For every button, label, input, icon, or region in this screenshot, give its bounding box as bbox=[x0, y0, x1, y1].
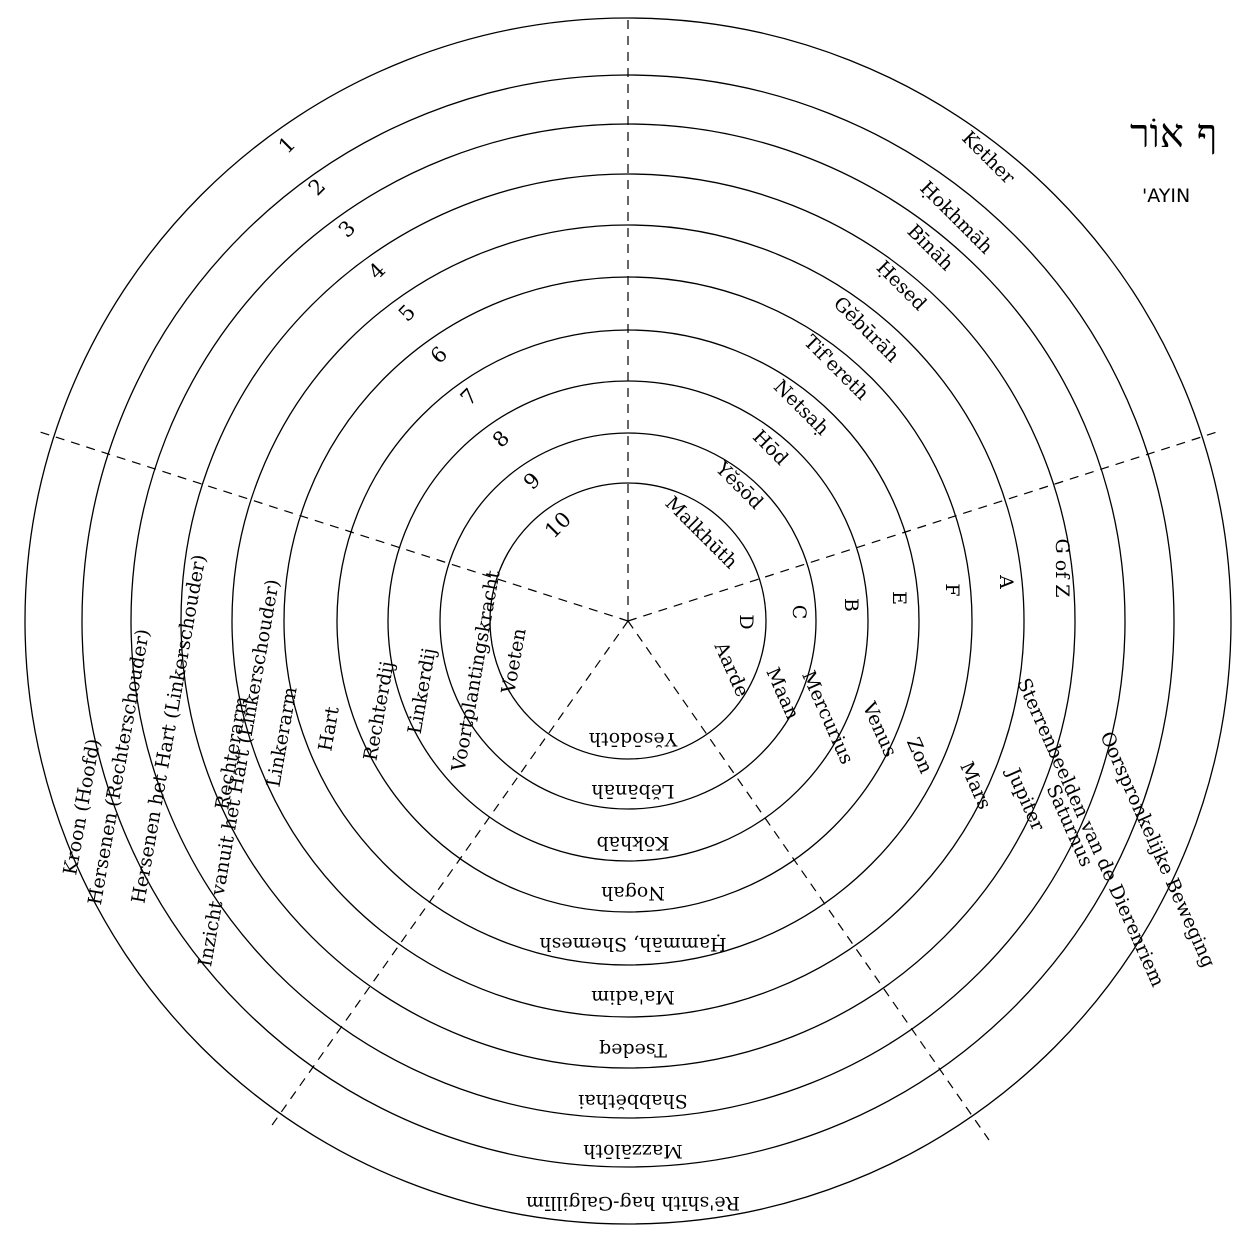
celestial-mercurius: Mercurius bbox=[797, 667, 858, 767]
body-hart: Hart bbox=[314, 705, 343, 753]
hebrew-shabbethai: Shabbĕthai bbox=[578, 1090, 687, 1112]
body-voortplantingskracht: Voortplantingskracht bbox=[447, 568, 504, 774]
hebrew-title: ף אוֹר bbox=[1130, 111, 1218, 157]
sefirah-hod: Hōd bbox=[748, 426, 792, 470]
spoke-5 bbox=[39, 431, 629, 622]
sefirah-netsah: Netsaḥ bbox=[769, 376, 833, 440]
hebrew-tsedeq: Tsedeq bbox=[599, 1039, 667, 1061]
ring-5 bbox=[231, 224, 1025, 1018]
hebrew-yesodoth: Yĕsōdōth bbox=[589, 728, 678, 750]
body-rechterdij: Rechterdij bbox=[360, 660, 399, 763]
number-5: 5 bbox=[394, 300, 420, 326]
number-8: 8 bbox=[488, 426, 514, 452]
number-2: 2 bbox=[304, 174, 330, 200]
number-10: 10 bbox=[540, 507, 576, 543]
celestial-zon: Zon bbox=[902, 734, 937, 777]
letters-group: G of Z A F E B C D bbox=[735, 539, 1073, 630]
numbers-group: 1 2 3 4 5 6 7 8 9 10 bbox=[274, 132, 576, 543]
hebrew-maadim: Ma'adim bbox=[591, 986, 675, 1008]
sefirah-hesed: Ḥesed bbox=[872, 256, 931, 315]
number-7: 7 bbox=[456, 384, 482, 410]
body-hersenen-hart: Hersenen het Hart (Linkerschouder) bbox=[128, 553, 211, 905]
celestial-aarde: Aarde bbox=[709, 638, 753, 700]
hebrew-subtitle: 'AYIN bbox=[1142, 185, 1191, 207]
sefirah-binah: Bīnāh bbox=[903, 220, 958, 275]
body-linkerarm: Linkerarm bbox=[262, 685, 301, 788]
ring-9 bbox=[439, 432, 817, 810]
letter-c: C bbox=[788, 605, 810, 620]
celestial-jupiter: Jupiter bbox=[1001, 763, 1049, 835]
letter-b: B bbox=[840, 598, 862, 612]
hebrew-hammah-shemesh: Ḥammāh, Shemesh bbox=[539, 933, 726, 955]
hebrew-kokhab: Kōkhāb bbox=[597, 832, 670, 854]
celestial-mars: Mars bbox=[955, 758, 995, 812]
hebrew-mazzaloth: Mazzālōth bbox=[583, 1140, 683, 1162]
letter-a: A bbox=[995, 574, 1017, 589]
letter-g-of-z: G of Z bbox=[1051, 539, 1073, 598]
spoke-2 bbox=[627, 431, 1218, 622]
celestial-maan: Maan bbox=[761, 664, 803, 723]
number-3: 3 bbox=[334, 216, 360, 242]
ring-4 bbox=[180, 173, 1076, 1069]
body-voeten: Voeten bbox=[497, 627, 530, 697]
spoke-4 bbox=[269, 620, 629, 1129]
body-linkerdij: Linkerdij bbox=[404, 646, 441, 735]
letter-f: F bbox=[941, 583, 963, 596]
ring-10 bbox=[489, 482, 767, 760]
spokes-group bbox=[39, 18, 1218, 1141]
hebrew-celestial-group: Rē'shīth hag-Galgillīm Mazzālōth Shabbĕt… bbox=[526, 728, 740, 1214]
number-9: 9 bbox=[519, 468, 545, 494]
ring-1 bbox=[24, 17, 1232, 1225]
number-4: 4 bbox=[364, 258, 390, 284]
hebrew-lebanah: Lĕbānāh bbox=[591, 780, 674, 802]
sefirah-kether: Kether bbox=[957, 127, 1019, 189]
hebrew-nogah: Nogah bbox=[601, 882, 665, 904]
number-6: 6 bbox=[426, 342, 452, 368]
celestial-oorspronkelijke-beweging: Oorspronkelijke Beweging bbox=[1095, 728, 1219, 971]
celestial-venus: Venus bbox=[857, 698, 901, 760]
hebrew-reshith: Rē'shīth hag-Galgillīm bbox=[526, 1192, 740, 1214]
letter-d: D bbox=[735, 614, 757, 629]
letter-e: E bbox=[888, 591, 910, 605]
body-parts-group: Kroon (Hoofd) Hersenen (Rechterschouder)… bbox=[59, 553, 530, 969]
number-1: 1 bbox=[274, 132, 300, 158]
